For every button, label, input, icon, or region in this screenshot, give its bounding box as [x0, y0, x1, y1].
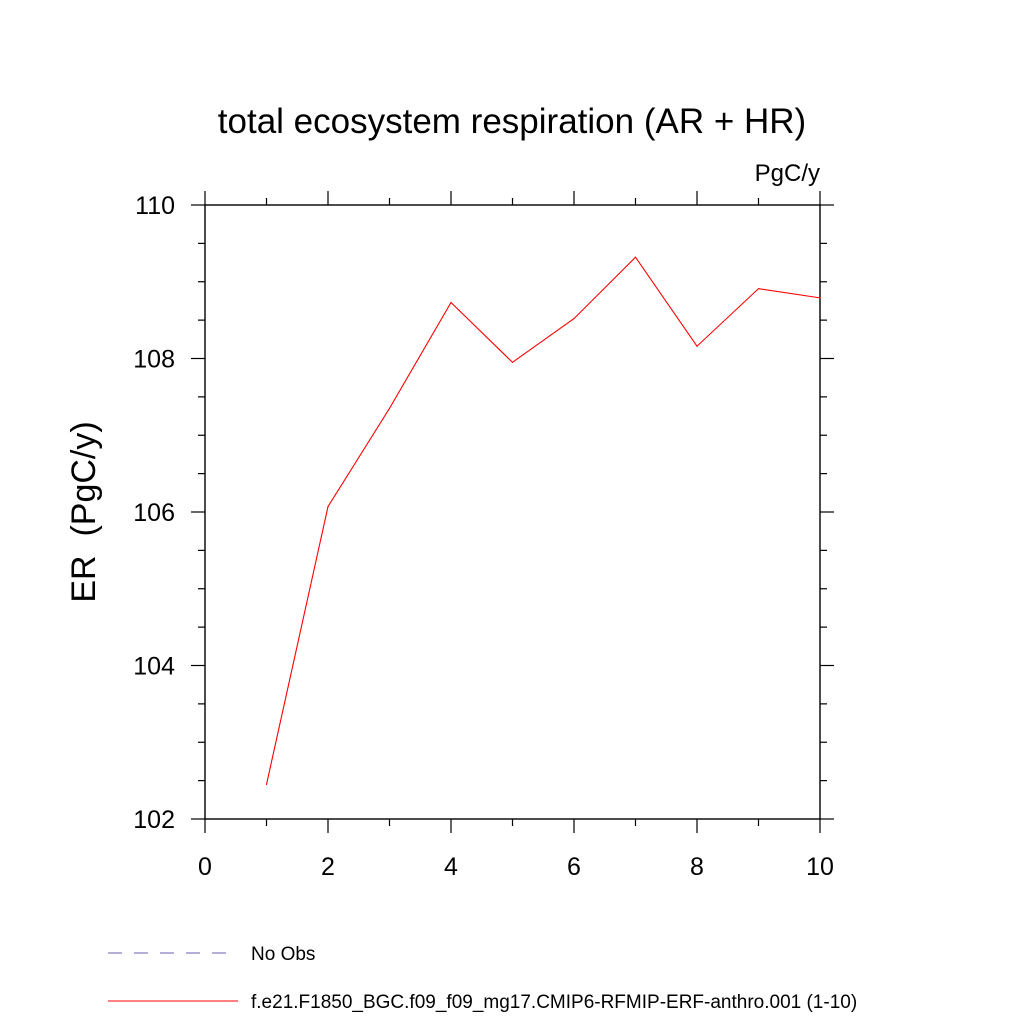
- series-point: [757, 288, 760, 290]
- series-point: [265, 783, 268, 786]
- units-label: PgC/y: [755, 160, 820, 187]
- x-tick-label: 2: [321, 853, 335, 881]
- legend-label: f.e21.F1850_BGC.f09_f09_mg17.CMIP6-RFMIP…: [251, 992, 857, 1013]
- axis-ticks: [191, 191, 834, 833]
- x-tick-label: 4: [444, 853, 458, 881]
- y-tick-label: 102: [133, 806, 175, 834]
- legend: No Obs f.e21.F1850_BGC.f09_f09_mg17.CMIP6…: [108, 944, 857, 1013]
- series-point: [696, 345, 698, 347]
- series-point: [327, 506, 329, 508]
- x-tick-label: 8: [690, 853, 704, 881]
- chart-title: total ecosystem respiration (AR + HR): [218, 102, 806, 141]
- series-lines: [265, 256, 821, 786]
- x-tick-label: 6: [567, 853, 581, 881]
- y-tick-label: 106: [133, 499, 175, 527]
- axis-tick-labels: 0 2 4 6 8 10 102 104 106 108 110: [133, 192, 834, 881]
- y-tick-label: 108: [133, 346, 175, 374]
- y-tick-label: 104: [133, 653, 175, 681]
- y-axis-label: ER (PgC/y): [65, 421, 103, 602]
- x-tick-label: 0: [198, 853, 212, 881]
- legend-label: No Obs: [251, 944, 315, 965]
- plot-frame: [204, 204, 821, 820]
- series-point: [511, 361, 514, 363]
- series-line: [265, 256, 821, 785]
- x-tick-label: 10: [806, 853, 834, 881]
- series-point: [450, 301, 452, 304]
- y-tick-label: 110: [135, 192, 175, 220]
- series-point: [634, 256, 637, 258]
- series-point: [573, 317, 575, 320]
- series-point: [819, 297, 821, 299]
- series-point: [388, 407, 391, 409]
